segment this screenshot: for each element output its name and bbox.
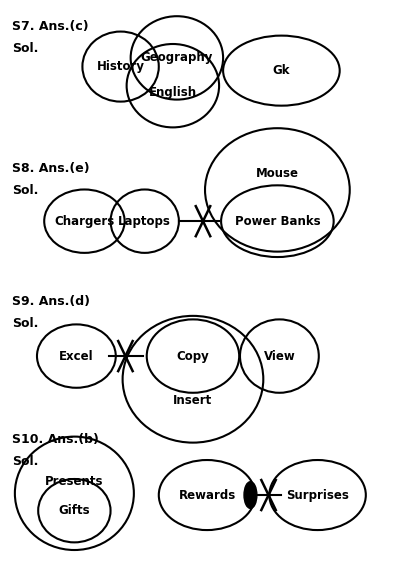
Text: S9. Ans.(d): S9. Ans.(d) (12, 295, 90, 308)
Text: Surprises: Surprises (286, 489, 348, 501)
Text: Geography: Geography (140, 52, 213, 64)
Text: S8. Ans.(e): S8. Ans.(e) (12, 162, 89, 175)
Text: Power Banks: Power Banks (234, 215, 319, 228)
Text: History: History (96, 60, 144, 73)
Text: Gk: Gk (272, 64, 290, 77)
Text: Sol.: Sol. (12, 317, 38, 330)
Text: View: View (263, 350, 294, 362)
Text: S7. Ans.(c): S7. Ans.(c) (12, 20, 89, 33)
Text: Laptops: Laptops (118, 215, 171, 228)
Text: Insert: Insert (173, 394, 212, 407)
Text: Copy: Copy (176, 350, 209, 362)
Ellipse shape (243, 482, 256, 508)
Text: S10. Ans.(b): S10. Ans.(b) (12, 433, 99, 446)
Text: English: English (148, 86, 196, 99)
Text: Mouse: Mouse (255, 167, 298, 180)
Text: Rewards: Rewards (178, 489, 235, 501)
Text: Sol.: Sol. (12, 184, 38, 197)
Text: Gifts: Gifts (59, 504, 90, 517)
Text: Sol.: Sol. (12, 42, 38, 55)
Text: Sol.: Sol. (12, 455, 38, 468)
Text: Chargers: Chargers (54, 215, 114, 228)
Text: Excel: Excel (59, 350, 93, 362)
Text: Presents: Presents (45, 475, 103, 488)
